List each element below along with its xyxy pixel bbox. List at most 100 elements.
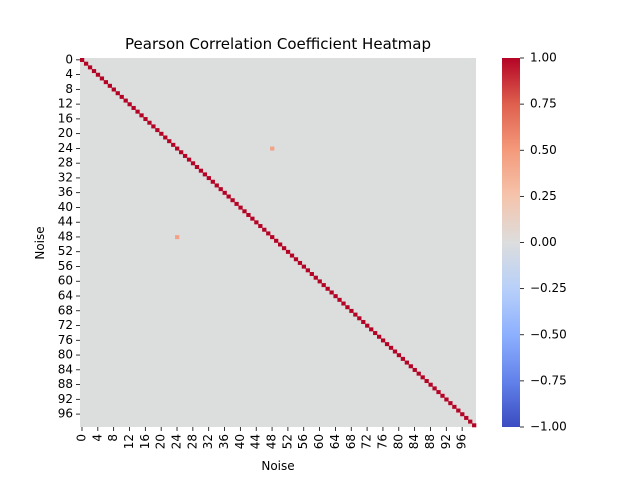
heatmap-cell-diagonal xyxy=(95,72,101,77)
y-tick-label: 48 xyxy=(58,229,73,243)
heatmap-cell-diagonal xyxy=(135,109,140,114)
heatmap-cell-diagonal xyxy=(194,165,200,169)
x-tick-label: 72 xyxy=(360,434,374,449)
heatmap-cell-diagonal xyxy=(456,408,461,413)
heatmap-cell-diagonal xyxy=(147,120,152,125)
y-tick-label: 76 xyxy=(58,333,73,347)
y-tick-label: 24 xyxy=(58,141,73,155)
x-tick-label: 76 xyxy=(375,434,389,449)
y-tick-label: 52 xyxy=(58,244,73,258)
heatmap-cell-diagonal xyxy=(80,58,85,62)
heatmap-cell-diagonal xyxy=(396,353,402,358)
colorbar-tick-label: −0.50 xyxy=(530,327,567,341)
x-tick-label: 52 xyxy=(280,434,294,449)
y-axis-ticks: 0481216202428323640444852566064687276808… xyxy=(58,52,80,421)
x-tick-label: 16 xyxy=(138,434,152,449)
y-tick-label: 28 xyxy=(58,156,73,170)
y-tick-label: 84 xyxy=(58,362,73,376)
x-tick-label: 0 xyxy=(74,434,88,442)
heatmap-cell-diagonal xyxy=(404,360,409,365)
y-tick-label: 12 xyxy=(58,97,73,111)
heatmap-cell-diagonal xyxy=(99,76,105,81)
heatmap-cell-diagonal xyxy=(143,117,148,122)
y-tick-label: 64 xyxy=(58,289,73,303)
x-tick-label: 56 xyxy=(296,434,310,449)
heatmap-cell-diagonal xyxy=(408,364,413,369)
y-tick-label: 0 xyxy=(65,52,73,66)
heatmap-cell-diagonal xyxy=(357,316,362,321)
heatmap-cell-diagonal xyxy=(278,242,283,247)
heatmap-cell-diagonal xyxy=(254,220,259,225)
heatmap-cell-diagonal xyxy=(301,264,307,269)
heatmap-cell-diagonal xyxy=(289,253,295,258)
heatmap-cell-diagonal xyxy=(246,212,251,217)
heatmap-cell-diagonal xyxy=(123,98,128,103)
heatmap-cell-diagonal xyxy=(250,216,255,221)
colorbar-tick-label: 0.50 xyxy=(530,143,557,157)
heatmap-cell-diagonal xyxy=(349,308,354,313)
heatmap-cell-diagonal xyxy=(127,102,132,107)
heatmap-cell-diagonal xyxy=(365,323,370,328)
colorbar-tick-label: −0.75 xyxy=(530,373,567,387)
heatmap-cell-diagonal xyxy=(281,246,287,251)
heatmap-cell-diagonal xyxy=(214,183,219,188)
y-tick-label: 44 xyxy=(58,215,73,229)
colorbar-tick-label: 0.25 xyxy=(530,189,557,203)
heatmap-cell-diagonal xyxy=(167,139,172,144)
heatmap-cell-diagonal xyxy=(242,209,247,214)
colorbar-ticks: 1.00 0.75 0.50 0.25 0.00 −0.25 −0.50 −0.75 −1.00 xyxy=(520,51,567,434)
heatmap-cell-diagonal xyxy=(202,172,208,177)
heatmap-cell-diagonal xyxy=(309,272,314,277)
heatmap-cell-diagonal xyxy=(440,393,445,398)
heatmap-cell-diagonal xyxy=(155,128,160,133)
colorbar-tick-label: 0.00 xyxy=(530,235,557,249)
heatmap-cell-diagonal xyxy=(341,301,346,306)
heatmap-plot-area xyxy=(80,58,477,428)
y-tick-label: 32 xyxy=(58,170,73,184)
heatmap-cell-diagonal xyxy=(420,375,425,380)
heatmap-cell-diagonal xyxy=(230,198,235,203)
y-axis-label: Noise xyxy=(33,226,47,259)
heatmap-cell-diagonal xyxy=(353,312,358,317)
heatmap-cell-diagonal xyxy=(321,283,326,288)
x-tick-label: 44 xyxy=(249,434,263,449)
heatmap-cell-diagonal xyxy=(159,131,164,136)
heatmap-cell-diagonal xyxy=(392,349,398,354)
x-tick-label: 4 xyxy=(90,434,104,442)
x-tick-label: 40 xyxy=(233,434,247,449)
heatmap-cell-diagonal xyxy=(361,319,366,324)
heatmap-cell-diagonal xyxy=(285,249,291,254)
heatmap-cell-diagonal xyxy=(115,91,120,96)
x-tick-label: 68 xyxy=(344,434,358,449)
heatmap-cell-diagonal xyxy=(444,397,449,402)
heatmap-cell-diagonal xyxy=(107,83,112,88)
colorbar: 1.00 0.75 0.50 0.25 0.00 −0.25 −0.50 −0.75 −1.00 xyxy=(502,51,567,434)
x-axis-label: Noise xyxy=(261,459,294,473)
heatmap-cell-diagonal xyxy=(238,205,243,210)
heatmap-cell-diagonal xyxy=(297,260,303,265)
heatmap-cell-diagonal xyxy=(175,146,180,151)
heatmap-cell-diagonal xyxy=(325,286,330,291)
colorbar-tick-label: 1.00 xyxy=(530,51,557,65)
heatmap-cell-diagonal xyxy=(377,334,382,339)
x-tick-label: 84 xyxy=(407,434,421,449)
heatmap-cell-diagonal xyxy=(337,297,342,302)
heatmap-cell-diagonal xyxy=(111,87,116,92)
heatmap-cell-diagonal xyxy=(186,157,192,162)
heatmap-cell-diagonal xyxy=(91,69,97,74)
x-tick-label: 48 xyxy=(265,434,279,449)
x-tick-label: 88 xyxy=(423,434,437,449)
y-tick-label: 20 xyxy=(58,126,73,140)
y-tick-label: 40 xyxy=(58,200,73,214)
x-tick-label: 32 xyxy=(201,434,215,449)
heatmap-cell-diagonal xyxy=(468,419,473,424)
heatmap-cell-diagonal xyxy=(139,113,144,118)
heatmap-cell-diagonal xyxy=(333,294,338,299)
heatmap-cell-diagonal xyxy=(131,105,136,110)
heatmap-cell-diagonal xyxy=(226,194,231,199)
x-tick-label: 12 xyxy=(122,434,136,449)
heatmap-cell-diagonal xyxy=(198,168,204,173)
x-tick-label: 60 xyxy=(312,434,326,449)
y-tick-label: 60 xyxy=(58,274,73,288)
heatmap-cell xyxy=(270,146,275,151)
